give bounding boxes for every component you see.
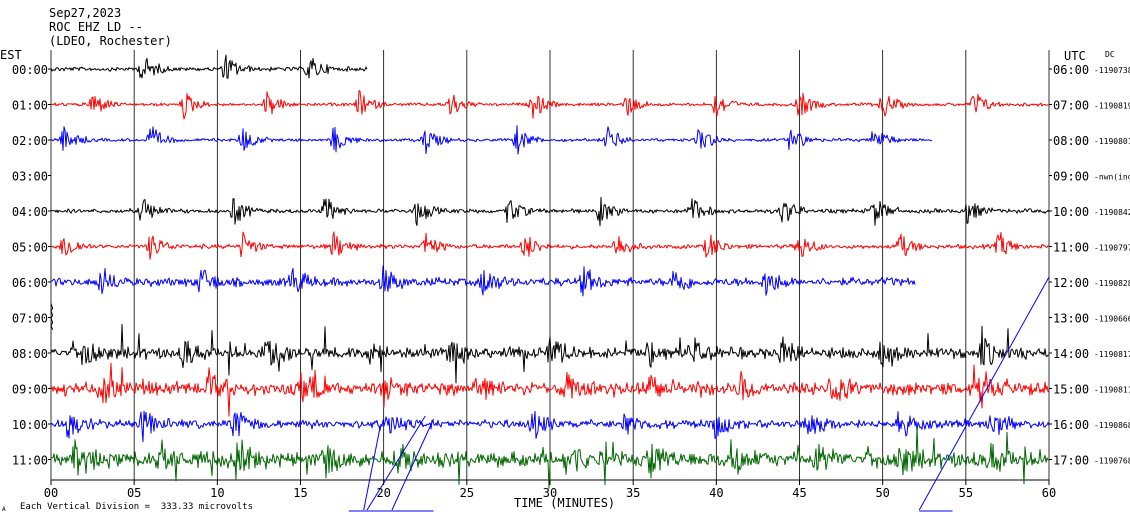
x-tick-label-10: 10 [210,486,224,500]
plot-grid [50,50,1050,481]
x-tick-label-30: 30 [543,486,557,500]
trace-1000 [50,410,1050,443]
dc-offset-value: -1190768 [1094,457,1130,466]
utc-hour-label: 16:00 [1053,418,1089,432]
x-tick-label-00: 00 [44,486,58,500]
station-code: ROC EHZ LD -- [49,20,143,34]
est-hour-label: 08:00 [12,347,48,361]
trace-0500 [50,231,1050,260]
trace-0600 [50,265,916,297]
est-hour-label: 05:00 [12,241,48,255]
row-labels: 00:00 06:00 -1190738 01:00 07:00 -1190819 02:0… [12,63,1130,468]
utc-hour-label: 11:00 [1053,241,1089,255]
utc-hour-label: 13:00 [1053,312,1089,326]
est-hour-label: 00:00 [12,63,48,77]
dc-offset-header: DC [1105,50,1115,59]
trace-0700 [50,303,54,331]
utc-hour-label: 12:00 [1053,276,1089,290]
dc-offset-value: -1190811 [1094,386,1130,395]
dc-offset-value: -1190828 [1094,279,1130,288]
utc-hour-label: 14:00 [1053,347,1089,361]
trace-0100 [50,90,1050,120]
dc-offset-value: -1190801 [1094,137,1130,146]
x-tick-label-50: 50 [875,486,889,500]
x-axis-ticks: 00 05 10 15 20 25 30 35 40 45 50 55 60 [44,480,1056,500]
utc-hour-label: 17:00 [1053,454,1089,468]
dc-offset-value: -1190817 [1094,350,1130,359]
dc-offset-value: -1190797 [1094,244,1130,253]
trace-0400 [50,196,1050,227]
seismogram-traces [50,54,1050,512]
x-tick-label-15: 15 [293,486,307,500]
x-tick-label-55: 55 [959,486,973,500]
est-hour-label: 07:00 [12,312,48,326]
clipping-artifact-line [391,418,435,511]
est-hour-label: 11:00 [12,454,48,468]
utc-hour-label: 07:00 [1053,99,1089,113]
vertical-scale-note: Each Vertical Division = 333.33 microvol… [20,502,253,512]
left-timezone-label: EST [0,48,22,62]
est-hour-label: 09:00 [12,383,48,397]
x-tick-label-05: 05 [127,486,141,500]
corner-mark: A [2,506,6,513]
est-hour-label: 02:00 [12,134,48,148]
clipping-artifact-line [366,415,426,511]
trace-0000 [50,54,368,79]
dc-offset-value: -1190819 [1094,102,1130,111]
utc-hour-label: 15:00 [1053,383,1089,397]
dc-offset-value: -1190868 [1094,421,1130,430]
est-hour-label: 01:00 [12,99,48,113]
x-tick-label-25: 25 [460,486,474,500]
x-axis-title: TIME (MINUTES) [514,496,616,510]
dc-offset-value: -nwn(ind [1094,173,1130,182]
dc-offset-value: -1190738 [1094,66,1130,75]
dc-offset-value: -1190666 [1094,315,1130,324]
x-tick-label-40: 40 [709,486,723,500]
x-tick-label-60: 60 [1042,486,1056,500]
clipping-artifact-line [363,425,381,511]
trace-0900 [50,362,1050,417]
utc-hour-label: 08:00 [1053,134,1089,148]
record-date: Sep27,2023 [49,6,122,20]
trace-0200 [50,125,933,155]
x-tick-label-20: 20 [376,486,390,500]
x-tick-label-45: 45 [792,486,806,500]
est-hour-label: 10:00 [12,418,48,432]
station-network: (LDEO, Rochester) [49,34,172,48]
clipping-artifact-line [918,276,1050,511]
utc-hour-label: 10:00 [1053,205,1089,219]
est-hour-label: 03:00 [12,170,48,184]
utc-hour-label: 06:00 [1053,63,1089,77]
trace-1100 [50,426,1050,489]
trace-0800 [50,324,1050,384]
right-timezone-label: UTC [1064,49,1086,63]
est-hour-label: 04:00 [12,205,48,219]
dc-offset-value: -1190842 [1094,208,1130,217]
x-tick-label-35: 35 [626,486,640,500]
utc-hour-label: 09:00 [1053,170,1089,184]
est-hour-label: 06:00 [12,276,48,290]
